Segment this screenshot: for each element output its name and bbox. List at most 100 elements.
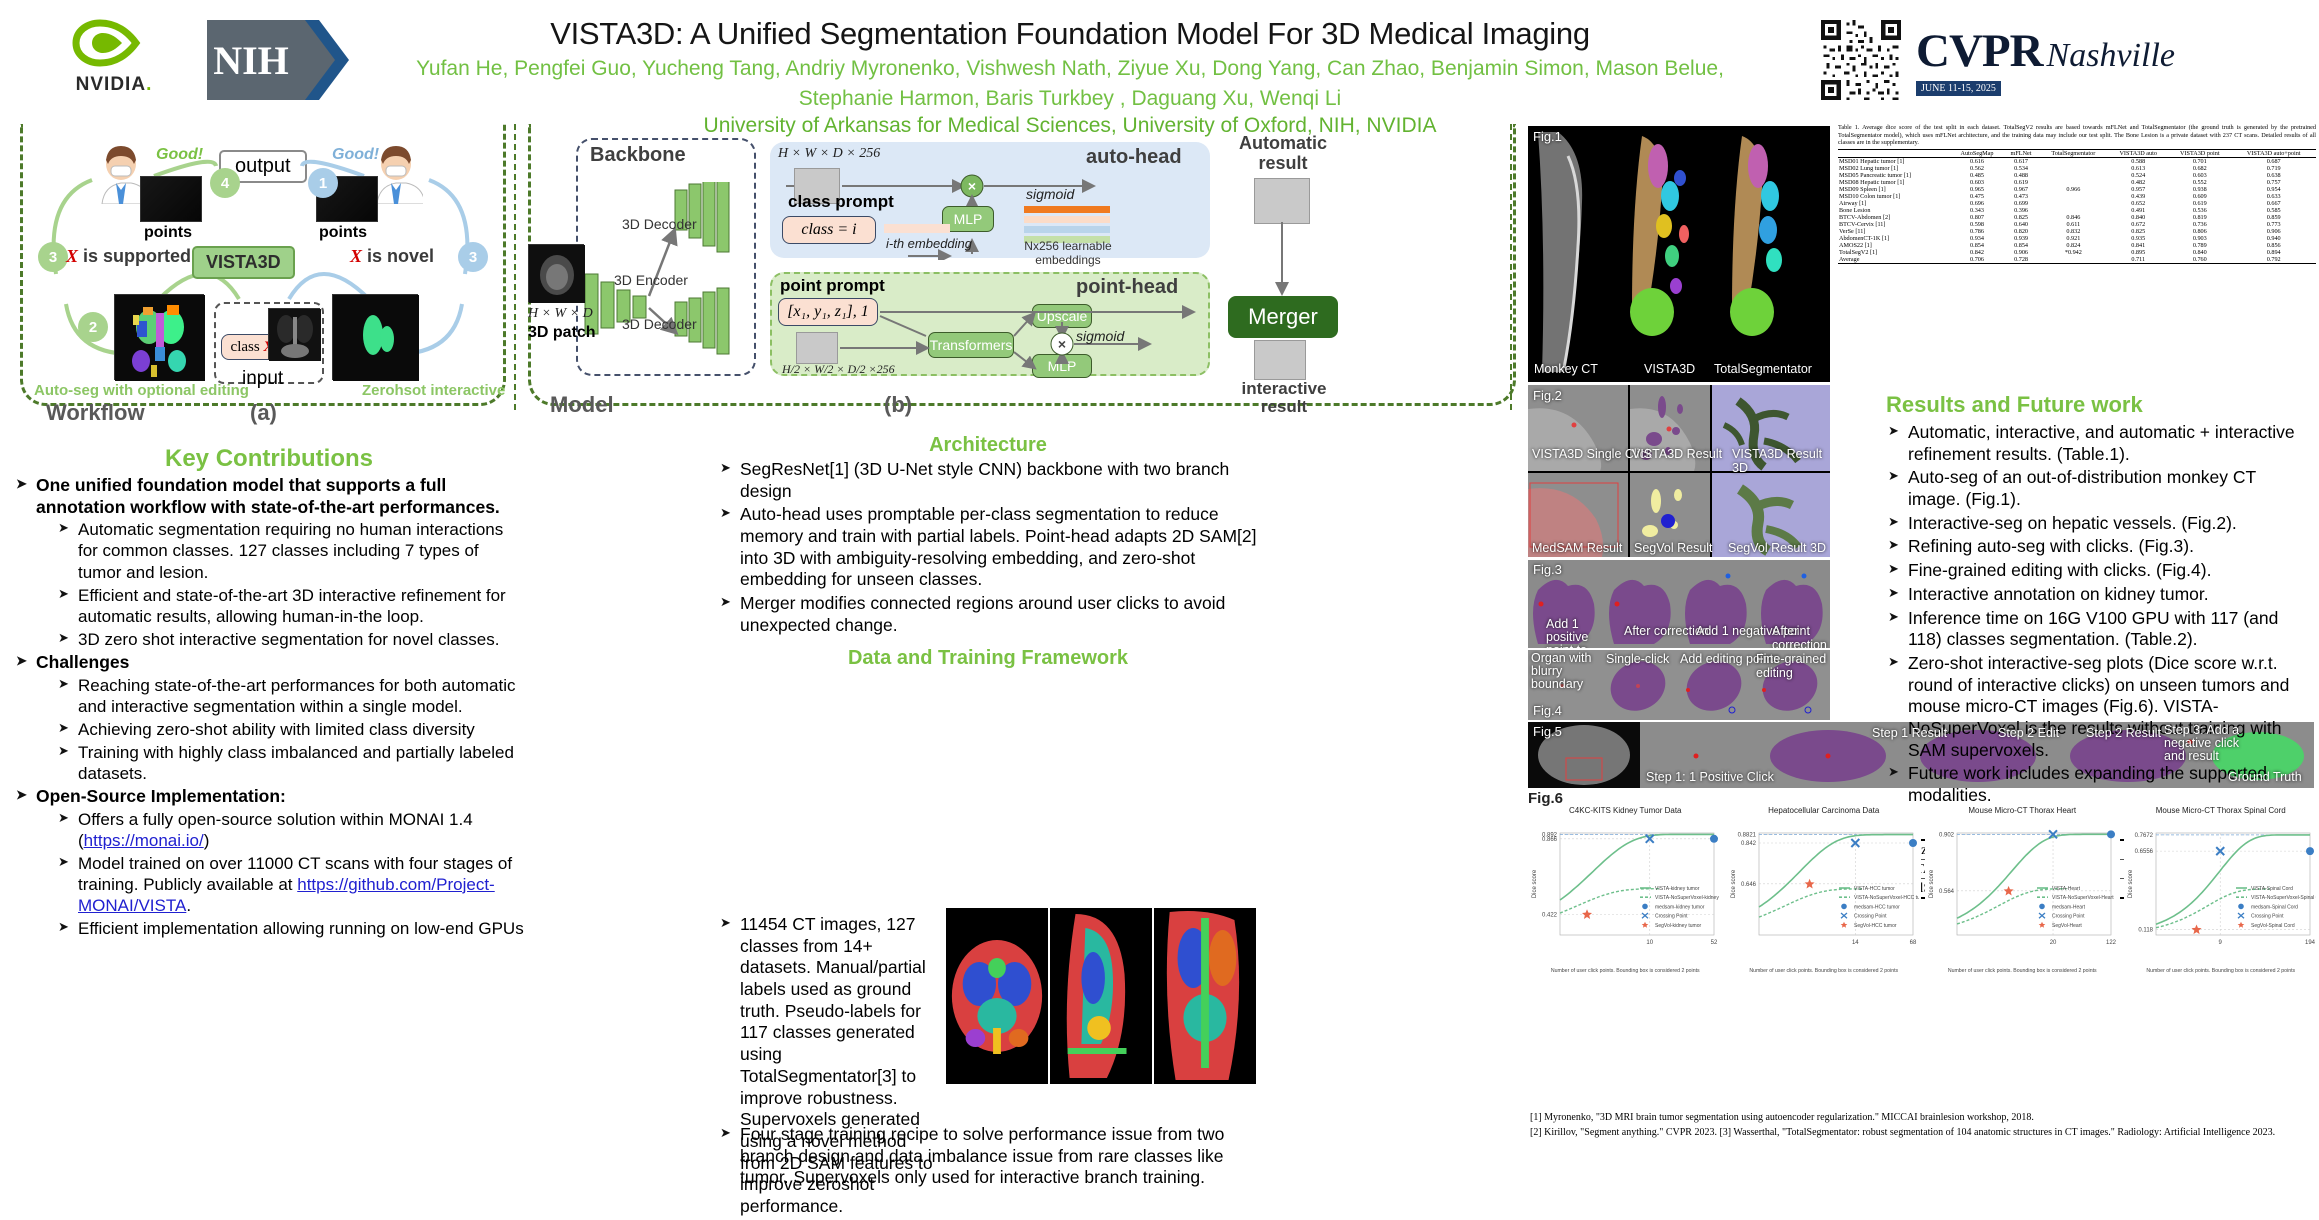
- doctor-icon-right: [376, 146, 423, 204]
- table-cell: 0.935: [2131, 234, 2146, 242]
- svg-text:0.564: 0.564: [1939, 889, 1955, 895]
- vista3d-button[interactable]: VISTA3D: [192, 246, 295, 279]
- table1: AutoSegMap mFLNet TotalSegmentator VISTA…: [1838, 148, 2316, 264]
- zeroshot-cube: [332, 294, 419, 381]
- table-header-cell: mFLNet: [2003, 148, 2039, 158]
- table-row: VerSe [11] 0.786 0.820 0.832 0.825 0.806 0.906: [1838, 228, 2316, 235]
- table-cell: 0.711: [2108, 255, 2169, 264]
- table-cell: 0.940: [2266, 234, 2281, 242]
- svg-text:0.422: 0.422: [1542, 912, 1558, 918]
- chart-title: Mouse Micro-CT Thorax Spinal Cord: [2155, 806, 2286, 815]
- list-item: Four stage training recipe to solve perf…: [718, 1124, 1258, 1189]
- nvidia-logo: NVIDIA.: [34, 16, 194, 108]
- svg-text:0.118: 0.118: [2138, 927, 2153, 933]
- table-cell: 0.719: [2266, 164, 2281, 172]
- table-cell: [2038, 165, 2108, 172]
- architecture-section: Architecture SegResNet[1] (3D U-Net styl…: [718, 434, 1258, 637]
- fig6-charts: C4KC-KITS Kidney Tumor Data 0.892 0.866 0.…: [1528, 806, 2319, 1106]
- table-cell: 0.488: [2014, 171, 2028, 179]
- table-cell: BTCV-Cervix [11]: [1839, 220, 1886, 228]
- data-training-list-2: Four stage training recipe to solve perf…: [718, 1124, 1258, 1191]
- point-head-arrows: ×: [840, 305, 1196, 370]
- table-row: Airway [1] 0.696 0.699 0.652 0.619 0.667: [1838, 200, 2316, 207]
- table-cell: 0.616: [1970, 157, 1984, 165]
- chart-title: Mouse Micro-CT Thorax Heart: [1968, 806, 2077, 815]
- table-row: MSD08 Hepatic tumor [1] 0.603 0.619 0.482 0.…: [1838, 179, 2316, 186]
- table-cell: 0.687: [2266, 157, 2281, 165]
- table1-caption: Table 1. Average dice score of the test …: [1838, 124, 2316, 147]
- backbone-label: Backbone: [590, 144, 686, 166]
- github-link[interactable]: https://github.com/Project-MONAI/VISTA: [78, 874, 495, 915]
- decoder-bottom-label: 3D Decoder: [622, 316, 697, 332]
- list-item: 3D zero shot interactive segmentation fo…: [56, 629, 524, 650]
- list-item: Achieving zero-shot ability with limited…: [56, 719, 524, 740]
- autoseg-caption: Auto-seg with optional editing: [34, 382, 249, 399]
- interactive-result-label-2: result: [1260, 396, 1308, 416]
- svg-text:VISTA-HCC tumor: VISTA-HCC tumor: [1854, 886, 1895, 892]
- table-row: MSD09 Spleen [1] 0.965 0.967 0.966 0.957 0.93…: [1838, 186, 2316, 193]
- list-item: Offers a fully open-source solution with…: [56, 809, 524, 851]
- svg-text:0.7672: 0.7672: [2134, 833, 2153, 839]
- table-cell: 0.736: [2192, 220, 2207, 228]
- points-label-left: points: [144, 224, 192, 241]
- svg-text:×: ×: [968, 178, 976, 194]
- svg-text:SegVol-Spinal Cord: SegVol-Spinal Cord: [2251, 923, 2295, 929]
- svg-text:0.892: 0.892: [1542, 832, 1558, 838]
- left-column: Good! Good! output points points 4 1 3 3…: [14, 124, 524, 941]
- decoder-top-label: 3D Decoder: [622, 216, 697, 232]
- fig3-caption-0: Add 1 positive point to auto-results: [1546, 617, 1589, 648]
- svg-text:×: ×: [1058, 336, 1066, 352]
- fig2-caption-3: MedSAM Result: [1532, 541, 1623, 555]
- table-cell: AMOS22 [1]: [1839, 241, 1872, 249]
- table-cell: 0.640: [2014, 220, 2028, 228]
- step-badge-2-left: 2: [78, 312, 108, 342]
- list-item: Zero-shot interactive-seg plots (Dice sc…: [1886, 653, 2312, 761]
- merger-block: Merger: [1228, 296, 1338, 338]
- doctor-icon-left: [101, 146, 148, 204]
- table-cell: 0.682: [2192, 164, 2207, 172]
- list-item: Training with highly class imbalanced an…: [56, 742, 524, 784]
- list-item: Automatic segmentation requiring no huma…: [56, 519, 524, 582]
- table-cell: 0.652: [2131, 199, 2146, 207]
- step-badge-4: 4: [210, 168, 240, 198]
- monai-link[interactable]: https://monai.io/: [83, 830, 204, 850]
- table-cell: 0.820: [2014, 227, 2028, 235]
- step-badge-3-right: 3: [458, 242, 488, 272]
- table-cell: 0.534: [2014, 164, 2028, 172]
- point-head-box: [770, 272, 1210, 376]
- svg-text:52: 52: [1711, 940, 1718, 946]
- automatic-result-label-2: result: [1258, 152, 1308, 173]
- merger-arrow: [1275, 222, 1289, 296]
- learnable-label-2: embeddings: [1035, 252, 1101, 267]
- poster-header: NVIDIA. NIH VISTA3D: A Unified Segmentat…: [0, 0, 2319, 137]
- chart-xlabel: Number of user click points. Bounding bo…: [2146, 968, 2296, 974]
- fig2-caption-4: SegVol Result: [1634, 541, 1713, 555]
- fig4-caption-0: Organ with blurry boundary: [1531, 651, 1592, 692]
- table-row: MSD10 Colon tumor [1] 0.475 0.473 0.439 0.60…: [1838, 193, 2316, 200]
- table-cell: 0.536: [2192, 206, 2207, 214]
- table-cell: 0.939: [2014, 234, 2028, 242]
- table-cell: 0.439: [2131, 192, 2146, 200]
- chart-panel: C4KC-KITS Kidney Tumor Data 0.892 0.866 0.…: [1528, 806, 1733, 1106]
- table-row: AbdomenCT-1K [1] 0.934 0.939 0.921 0.935 0.90…: [1838, 235, 2316, 242]
- authors-line-1: Yufan He, Pengfei Guo, Yucheng Tang, And…: [416, 57, 1724, 80]
- auto-head-dims: H × W × D × 256: [778, 146, 881, 161]
- table-row: AMOS22 [1] 0.854 0.854 0.824 0.841 0.789 0.856: [1838, 242, 2316, 249]
- fig6-tag-wrap: Fig.6: [1528, 790, 1563, 807]
- table-cell: 0.954: [2266, 185, 2281, 193]
- table-cell: [2038, 172, 2108, 179]
- patch-cube: [528, 244, 585, 303]
- table-cell: 0.894: [2266, 248, 2281, 256]
- table-cell: 0.667: [2266, 199, 2281, 207]
- interactive-result-label-1: interactive: [1241, 379, 1327, 398]
- table-cell: 0.672: [2131, 220, 2146, 228]
- table-cell: 0.840: [2192, 248, 2207, 256]
- data-training-heading: Data and Training Framework: [847, 646, 1129, 669]
- table-cell: 0.638: [2266, 171, 2281, 179]
- svg-text:VISTA-kidney tumor: VISTA-kidney tumor: [1655, 886, 1700, 892]
- points-label-right: points: [319, 224, 367, 241]
- table-cell: 0.846: [2066, 213, 2081, 221]
- table-cell: VerSe [11]: [1839, 227, 1866, 235]
- fig5-caption-3: Step 2 Result: [2086, 726, 2162, 740]
